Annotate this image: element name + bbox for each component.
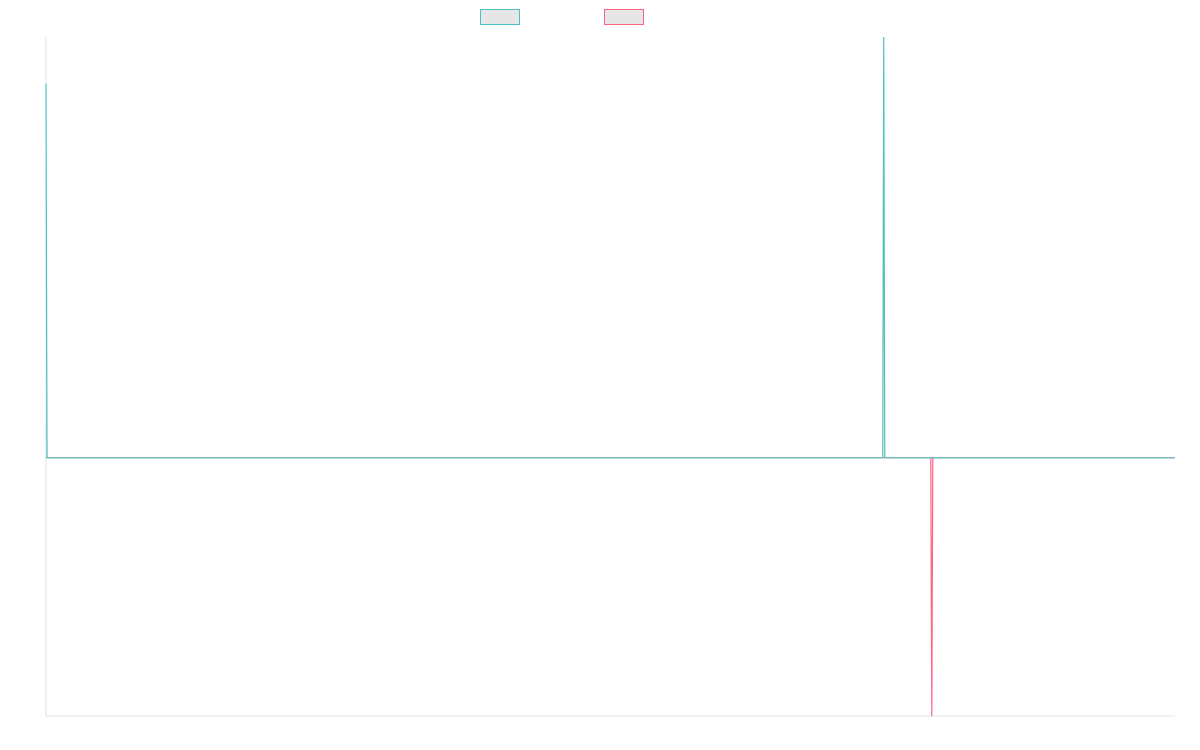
axes [45,37,1175,717]
series-layer [45,36,1175,717]
legend-swatch-series-1[interactable] [480,9,520,25]
series-2-line [46,457,1175,717]
series-1-line [45,36,1175,459]
legend [0,9,1200,27]
legend-swatch-series-2[interactable] [604,9,644,25]
